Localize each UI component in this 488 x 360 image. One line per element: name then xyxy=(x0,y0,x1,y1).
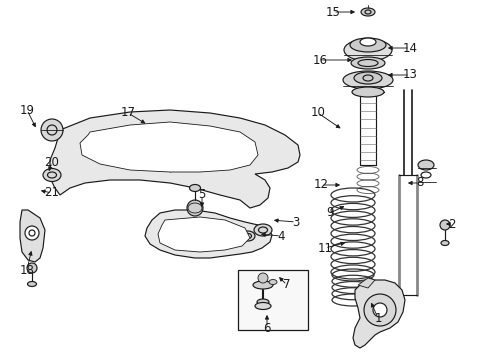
Circle shape xyxy=(372,303,386,317)
Polygon shape xyxy=(352,280,404,348)
Circle shape xyxy=(439,220,449,230)
Text: 1: 1 xyxy=(373,311,381,324)
Circle shape xyxy=(363,294,395,326)
Ellipse shape xyxy=(189,184,200,192)
Text: 2: 2 xyxy=(447,217,455,230)
Ellipse shape xyxy=(440,240,448,246)
Text: 15: 15 xyxy=(325,5,340,18)
Circle shape xyxy=(186,200,203,216)
Circle shape xyxy=(27,263,37,273)
Polygon shape xyxy=(20,210,45,262)
Polygon shape xyxy=(50,110,299,208)
Polygon shape xyxy=(80,122,258,172)
Ellipse shape xyxy=(417,160,433,170)
Ellipse shape xyxy=(343,39,391,61)
Ellipse shape xyxy=(359,38,375,46)
Ellipse shape xyxy=(353,72,381,84)
Circle shape xyxy=(25,226,39,240)
Text: 13: 13 xyxy=(402,68,417,81)
Text: 16: 16 xyxy=(312,54,327,67)
Ellipse shape xyxy=(351,87,383,97)
Text: 6: 6 xyxy=(263,321,270,334)
Ellipse shape xyxy=(27,282,37,287)
Text: 10: 10 xyxy=(310,107,325,120)
Polygon shape xyxy=(158,217,249,252)
Text: 20: 20 xyxy=(44,156,60,168)
Text: 11: 11 xyxy=(317,242,332,255)
Ellipse shape xyxy=(252,281,272,289)
Text: 3: 3 xyxy=(292,216,299,229)
Ellipse shape xyxy=(241,231,254,241)
Circle shape xyxy=(258,273,267,283)
Text: 5: 5 xyxy=(198,189,205,202)
Ellipse shape xyxy=(360,8,374,16)
Ellipse shape xyxy=(254,302,270,310)
Ellipse shape xyxy=(253,224,271,236)
Circle shape xyxy=(41,119,63,141)
Ellipse shape xyxy=(268,279,276,284)
Text: 18: 18 xyxy=(20,264,34,276)
Text: 4: 4 xyxy=(277,230,284,243)
Text: 14: 14 xyxy=(402,41,417,54)
Polygon shape xyxy=(145,210,271,258)
Ellipse shape xyxy=(43,168,61,181)
Text: 8: 8 xyxy=(415,176,423,189)
Text: 7: 7 xyxy=(283,279,290,292)
Bar xyxy=(238,270,307,330)
Ellipse shape xyxy=(349,38,385,52)
Ellipse shape xyxy=(257,299,268,305)
Text: 9: 9 xyxy=(325,207,333,220)
Polygon shape xyxy=(357,278,374,288)
Text: 12: 12 xyxy=(313,179,328,192)
Text: 21: 21 xyxy=(44,186,60,199)
Text: 17: 17 xyxy=(120,107,135,120)
Text: 19: 19 xyxy=(20,104,35,117)
Ellipse shape xyxy=(342,71,392,89)
Ellipse shape xyxy=(350,57,384,69)
